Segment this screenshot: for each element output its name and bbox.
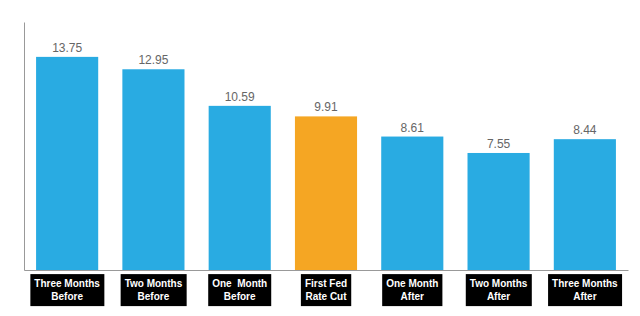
x-tick-label-box (121, 274, 187, 306)
x-tick-label-box (208, 274, 271, 306)
x-tick-label-box (548, 274, 622, 306)
x-tick-label: Two MonthsBefore (125, 278, 183, 302)
x-tick: One MonthBefore (208, 274, 271, 306)
x-tick-label: First FedRate Cut (305, 278, 347, 302)
x-tick: One MonthAfter (382, 274, 442, 306)
x-tick: First FedRate Cut (301, 274, 351, 306)
data-labels: 13.75 12.95 10.59 9.91 8.61 7.55 8.44 (52, 41, 597, 151)
x-tick-label-box (466, 274, 532, 306)
x-tick-label-box (301, 274, 351, 306)
y-axis (24, 23, 25, 271)
bar (36, 57, 98, 270)
x-tick-label: One MonthAfter (386, 278, 438, 302)
x-tick: Two MonthsAfter (466, 274, 532, 306)
x-axis: Three MonthsBefore Two MonthsBefore One Mo… (25, 271, 629, 307)
data-label: 7.55 (487, 137, 511, 151)
data-label: 8.61 (401, 121, 425, 135)
chart: Three MonthsBefore Two MonthsBefore One Mo… (0, 0, 640, 316)
bar (295, 116, 357, 270)
x-tick-label: Three MonthsBefore (34, 278, 100, 302)
data-label: 13.75 (52, 41, 82, 55)
x-tick-label-box (382, 274, 442, 306)
data-label: 8.44 (573, 123, 597, 137)
plot: Three MonthsBefore Two MonthsBefore One Mo… (25, 23, 629, 307)
x-tick-label: Three MonthsAfter (552, 278, 618, 302)
x-tick: Two MonthsBefore (121, 274, 187, 306)
bar (209, 106, 271, 270)
data-label: 12.95 (138, 53, 168, 67)
bar (381, 137, 443, 270)
y-axis-line (24, 23, 25, 271)
bar (554, 139, 616, 270)
x-tick-label: Two MonthsAfter (470, 278, 528, 302)
data-label: 10.59 (225, 90, 255, 104)
x-tick: Three MonthsAfter (548, 274, 622, 306)
bar (122, 69, 184, 270)
x-tick: Three MonthsBefore (30, 274, 104, 306)
x-tick-label-box (30, 274, 104, 306)
bar (468, 153, 530, 270)
x-axis-line (25, 270, 629, 271)
bars (36, 57, 616, 270)
data-label: 9.91 (314, 100, 338, 114)
x-tick-label: One MonthBefore (212, 278, 267, 302)
